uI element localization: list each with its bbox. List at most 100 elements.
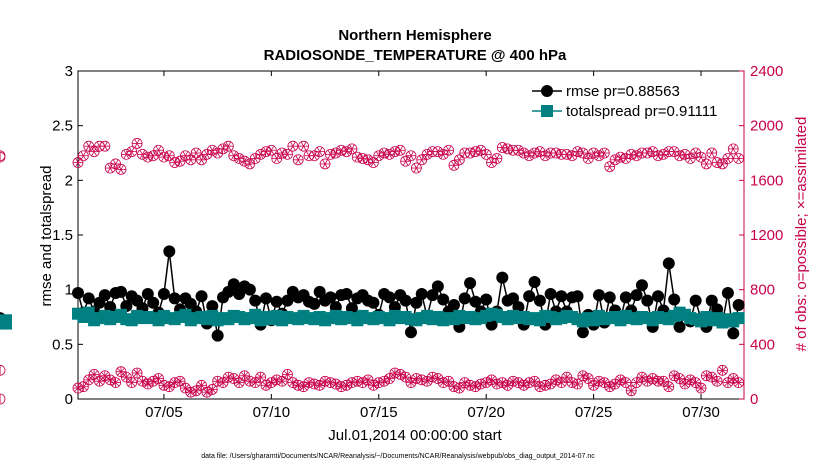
- obs-possible-star: [279, 148, 285, 158]
- obs-assimilated-point: [137, 375, 148, 387]
- obs-assimilated-point: [550, 374, 562, 386]
- obs-assimilated-point: [572, 378, 583, 390]
- obs-possible-point: [453, 154, 465, 166]
- obs-assimilated-cross: [503, 381, 512, 390]
- rmse-point: [727, 327, 740, 340]
- obs-possible-star: [134, 138, 140, 148]
- obs-assimilated-point: [529, 375, 540, 387]
- obs-assimilated-cross: [278, 377, 286, 386]
- rmse-point: [689, 294, 702, 307]
- obs-assimilated-cross: [686, 376, 695, 384]
- x-tick-label: 07/25: [575, 404, 613, 421]
- obs-possible-star: [477, 145, 484, 155]
- obs-possible-star: [370, 158, 377, 168]
- y-right-tick-label: 0: [750, 391, 758, 408]
- y-tick-label: 1: [65, 282, 73, 299]
- obs-possible-star: [171, 158, 178, 168]
- obs-possible-star: [316, 147, 323, 157]
- obs-possible-point: [486, 157, 497, 168]
- obs-assimilated-cross: [493, 380, 501, 388]
- obs-assimilated-cross: [332, 380, 340, 388]
- obs-possible-point: [319, 158, 331, 170]
- obs-assimilated-cross: [691, 378, 700, 387]
- obs-assimilated-cross: [638, 373, 646, 381]
- obs-possible-star: [488, 158, 495, 168]
- obs-possible-point: [110, 158, 121, 170]
- obs-assimilated-cross: [724, 378, 732, 387]
- obs-assimilated-cross: [229, 374, 238, 383]
- rmse-point: [603, 291, 616, 304]
- obs-assimilated-circle: [0, 393, 6, 405]
- obs-assimilated-cross: [396, 370, 405, 379]
- rmse-point: [673, 320, 686, 333]
- obs-assimilated-point: [298, 381, 309, 393]
- obs-possible-point: [180, 150, 191, 162]
- obs-possible-point: [83, 140, 95, 152]
- obs-possible-star: [622, 153, 629, 163]
- obs-possible-star: [230, 151, 237, 161]
- rmse-point: [157, 288, 170, 301]
- rmse-point: [641, 294, 654, 307]
- obs-assimilated-cross: [364, 376, 372, 384]
- obs-assimilated-cross: [573, 380, 582, 388]
- obs-possible-star: [413, 163, 420, 173]
- obs-possible-star: [322, 159, 328, 169]
- obs-possible-point: [147, 150, 159, 162]
- rmse-point: [458, 292, 471, 305]
- obs-possible-point: [249, 153, 261, 164]
- rmse-point: [480, 293, 493, 306]
- obs-assimilated-cross: [681, 380, 689, 388]
- rmse-point: [732, 298, 745, 311]
- obs-assimilated-point: [486, 374, 497, 386]
- obs-assimilated-cross: [734, 378, 743, 387]
- obs-possible-point: [292, 154, 304, 166]
- obs-possible-point: [77, 150, 89, 162]
- obs-possible-point: [641, 147, 653, 159]
- obs-possible-star: [504, 144, 511, 154]
- obs-possible-star: [574, 147, 581, 157]
- obs-assimilated-cross: [74, 384, 82, 392]
- obs-assimilated-point: [577, 370, 589, 382]
- obs-assimilated-point: [180, 382, 191, 394]
- x-axis: 07/05 07/10 07/15 07/20 07/25 07/30: [145, 71, 720, 421]
- obs-assimilated-cross: [670, 371, 678, 380]
- obs-possible-point: [308, 150, 320, 162]
- obs-possible-star: [585, 153, 592, 163]
- obs-possible-star: [606, 162, 613, 172]
- obs-assimilated-cross: [498, 378, 507, 387]
- obs-possible-star: [263, 147, 269, 157]
- obs-assimilated-point: [77, 381, 89, 393]
- rmse-point: [415, 288, 428, 301]
- rmse-point: [259, 292, 272, 305]
- obs-possible-star: [692, 148, 699, 158]
- obs-assimilated-cross: [627, 387, 635, 395]
- rmse-point: [431, 280, 444, 293]
- obs-assimilated-cross: [477, 380, 485, 388]
- obs-possible-star: [139, 149, 146, 159]
- rmse-point: [464, 277, 477, 290]
- obs-assimilated-cross: [299, 382, 308, 391]
- obs-assimilated-point: [545, 378, 557, 390]
- obs-possible-star: [85, 141, 92, 151]
- rmse-point: [571, 290, 584, 303]
- obs-assimilated-cross: [530, 377, 539, 386]
- obs-possible-star: [719, 159, 726, 169]
- obs-assimilated-point: [265, 377, 277, 389]
- obs-assimilated-point: [733, 377, 745, 389]
- obs-assimilated-point: [722, 377, 734, 389]
- obs-assimilated-point: [346, 377, 358, 389]
- obs-possible-star: [284, 149, 291, 159]
- obs-possible-point: [706, 147, 718, 159]
- rmse-point: [630, 289, 643, 302]
- obs-possible-point: [470, 146, 481, 158]
- obs-assimilated-point: [717, 364, 728, 376]
- obs-possible-point: [131, 138, 143, 149]
- rmse-point: [281, 294, 294, 307]
- rmse-point: [721, 286, 734, 299]
- obs-assimilated-point: [206, 384, 218, 395]
- obs-possible-point: [185, 154, 197, 166]
- obs-assimilated-cross: [622, 378, 630, 387]
- obs-possible-point: [201, 148, 213, 160]
- obs-assimilated-point: [695, 382, 707, 394]
- obs-possible-star: [225, 141, 232, 151]
